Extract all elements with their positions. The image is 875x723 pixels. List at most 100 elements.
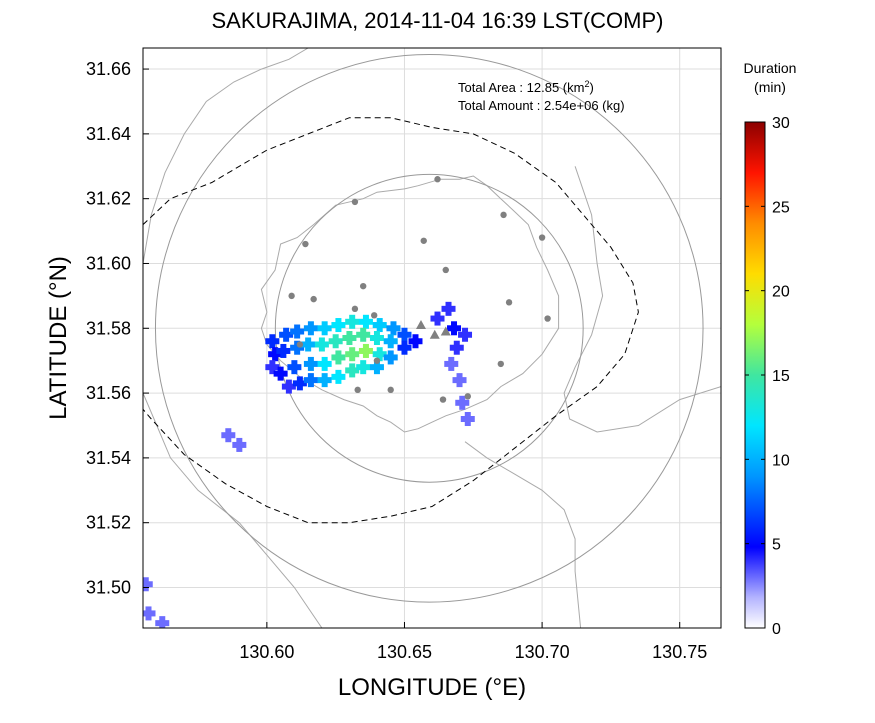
ash-cell [358, 343, 373, 358]
colorbar-tick-label: 15 [772, 368, 790, 385]
ash-cell-v [434, 311, 441, 326]
ash-cell-v [387, 350, 394, 365]
ash-cell-v [335, 350, 342, 365]
ash-cell-v [277, 366, 284, 381]
ash-cell-v [349, 314, 356, 329]
ash-cell-v [272, 347, 279, 362]
colorbar-ticks: 0 5 10 15 20 25 30 [745, 115, 790, 638]
y-tick-label: 31.50 [86, 577, 131, 597]
x-axis-label: LONGITUDE (°E) [338, 674, 526, 701]
station-marker [359, 282, 367, 290]
ash-cell [331, 369, 346, 384]
colorbar-tick-label: 10 [772, 452, 790, 469]
ash-cell-v [294, 340, 301, 355]
y-tick-label: 31.56 [86, 383, 131, 403]
ash-cell-v [321, 321, 328, 336]
ash-cell-v [362, 343, 369, 358]
ash-cell [356, 327, 371, 342]
ash-cell-v [294, 324, 301, 339]
colorbar-tick-label: 30 [772, 115, 790, 132]
ash-cell [444, 356, 459, 371]
map-title: SAKURAJIMA, 2014-11-04 16:39 LST(COMP) [211, 8, 664, 33]
ash-cell-v [145, 606, 152, 621]
ash-cell-v [321, 373, 328, 388]
y-tick-label: 31.52 [86, 513, 131, 533]
ash-cell-v [269, 334, 276, 349]
ash-cell [287, 360, 302, 375]
ash-cell-v [225, 428, 232, 443]
colorbar-unit: (min) [754, 79, 786, 95]
coastline-north [143, 48, 309, 264]
ash-cell [369, 331, 384, 345]
ash-cell [265, 334, 280, 349]
vent-marker [415, 320, 426, 330]
ash-cell [143, 577, 153, 592]
ash-cell-v [307, 356, 314, 371]
ash-cell [143, 606, 156, 621]
ash-cell [441, 301, 456, 316]
ash-cell-v [285, 379, 292, 394]
ash-cell-v [401, 340, 408, 355]
ash-cell [460, 412, 475, 427]
ash-cell-v [456, 373, 463, 388]
ash-cell-v [307, 373, 314, 388]
station-marker [373, 357, 381, 364]
ash-cell [328, 334, 343, 349]
ash-cell-v [143, 577, 149, 592]
station-marker [351, 198, 359, 206]
colorbar-tick-label: 5 [772, 537, 781, 554]
station-marker [351, 305, 359, 313]
ash-cell [447, 321, 462, 336]
ash-cell-v [349, 347, 356, 362]
coastline-west [143, 392, 323, 628]
vent-marker [440, 326, 451, 336]
station-marker [500, 211, 507, 219]
ash-cell-v [464, 412, 471, 427]
ash-cell [292, 376, 307, 391]
ash-cell-v [373, 331, 380, 345]
ash-cell [317, 321, 332, 336]
y-tick-label: 31.60 [86, 253, 131, 273]
x-tick-label: 130.70 [515, 642, 570, 662]
ash-cell [430, 311, 445, 326]
ash-cell [372, 318, 387, 333]
ash-cell-v [269, 360, 276, 375]
y-tick-label: 31.64 [86, 124, 131, 144]
ash-cell-v [332, 334, 339, 349]
coastline-south [464, 441, 582, 628]
ash-cell [268, 347, 283, 362]
ash-cell-v [362, 314, 369, 329]
ash-cell [276, 343, 291, 358]
station-marker [371, 312, 378, 319]
ash-cell [232, 437, 247, 452]
ash-cell-v [448, 356, 455, 371]
station-marker [420, 237, 427, 244]
ash-cell-v [335, 369, 342, 384]
ash-cell [221, 428, 236, 443]
x-tick-label: 130.75 [652, 642, 707, 662]
station-marker [387, 386, 394, 394]
ash-cell [155, 616, 170, 628]
ash-cell-v [376, 347, 383, 362]
station-marker [434, 176, 441, 183]
colorbar-title: Duration [744, 60, 797, 76]
y-tick-label: 31.58 [86, 318, 131, 338]
ash-cell-v [360, 327, 367, 342]
ash-cell-v [318, 337, 325, 352]
ash-cell [290, 324, 305, 339]
ash-cell-v [445, 301, 452, 316]
station-marker [464, 393, 471, 400]
ash-cell [372, 347, 387, 362]
ash-cell [303, 356, 318, 371]
ash-cell [449, 340, 464, 355]
station-marker [354, 386, 361, 394]
ash-cell [303, 321, 318, 336]
station-marker [442, 266, 449, 274]
colorbar: Duration (min) 0 5 10 15 20 25 30 [744, 60, 797, 638]
ash-cell-v [296, 376, 303, 391]
ash-cell-v [236, 437, 243, 452]
ash-cell-v [291, 360, 298, 375]
colorbar-tick-label: 0 [772, 621, 781, 638]
ash-cell [290, 340, 305, 355]
ash-cell-v [159, 616, 166, 628]
